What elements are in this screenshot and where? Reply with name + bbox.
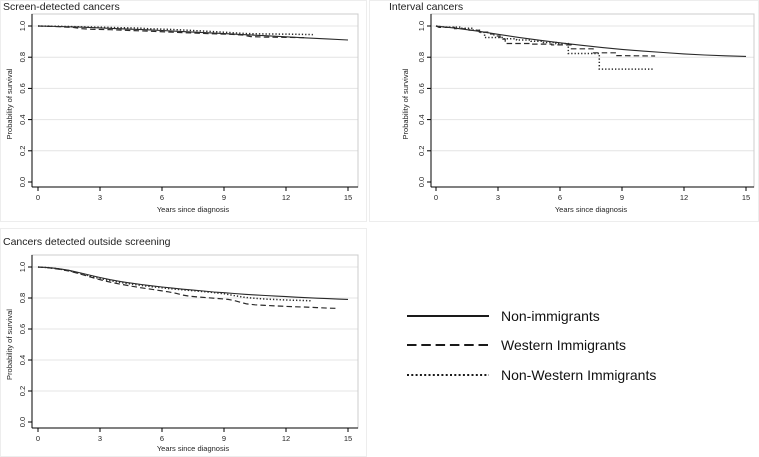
- x-axis-title: Years since diagnosis: [157, 205, 230, 214]
- legend-label: Non-Western Immigrants: [501, 366, 657, 383]
- x-tick-label: 9: [620, 193, 624, 202]
- legend: Non-immigrants Western Immigrants Non-We…: [406, 301, 656, 390]
- curve-western-immigrants: [37, 25, 307, 39]
- legend-item-non-western-immigrants: Non-Western Immigrants: [406, 360, 656, 390]
- x-axis-title: Years since diagnosis: [157, 444, 230, 453]
- legend-item-western-immigrants: Western Immigrants: [406, 331, 656, 361]
- y-tick-label: 0.0: [417, 177, 426, 187]
- x-tick-label: 3: [496, 193, 500, 202]
- y-tick-label: 0.2: [18, 146, 27, 156]
- x-tick-label: 15: [344, 193, 352, 202]
- y-axis-title: Probability of survival: [5, 309, 14, 380]
- y-axis-title: Probability of survival: [5, 68, 14, 139]
- legend-item-non-immigrants: Non-immigrants: [406, 301, 656, 331]
- x-tick-label: 3: [98, 193, 102, 202]
- curve-non-immigrants: [435, 25, 747, 57]
- y-tick-label: 0.8: [18, 52, 27, 62]
- x-tick-label: 6: [160, 434, 164, 443]
- x-tick-label: 12: [282, 193, 290, 202]
- x-tick-label: 9: [222, 434, 226, 443]
- y-tick-label: 0.6: [18, 83, 27, 93]
- y-tick-label: 0.0: [18, 417, 27, 427]
- y-tick-label: 0.4: [18, 355, 27, 365]
- legend-label: Western Immigrants: [501, 337, 626, 354]
- y-tick-label: 0.8: [417, 52, 426, 62]
- curve-non-immigrants: [37, 25, 349, 41]
- x-tick-label: 12: [680, 193, 688, 202]
- chart-title-outside-screening: Cancers detected outside screening: [3, 236, 171, 248]
- panel-interval-cancers: Interval cancers 0.0 0.2 0.4 0.6 0.8 1.0 0 3 6 9 1…: [369, 0, 759, 222]
- x-tick-label: 3: [98, 434, 102, 443]
- y-tick-label: 0.6: [417, 83, 426, 93]
- y-tick-label: 0.2: [417, 146, 426, 156]
- x-tick-label: 6: [160, 193, 164, 202]
- survival-chart-svg: 0.0 0.2 0.4 0.6 0.8 1.0 0 3 6 9 12 15 Probability of…: [5, 13, 359, 214]
- legend-label: Non-immigrants: [501, 307, 600, 324]
- x-tick-label: 12: [282, 434, 290, 443]
- legend-dashed-line-icon: [407, 344, 489, 347]
- y-tick-label: 0.6: [18, 324, 27, 334]
- panel-outside-screening: Cancers detected outside screening 0.0 0.…: [0, 228, 367, 457]
- survival-chart-svg: 0.0 0.2 0.4 0.6 0.8 1.0 0 3 6 9 12 15 Probability of…: [5, 254, 359, 453]
- legend-dotted-line-icon: [407, 373, 489, 376]
- x-tick-label: 6: [558, 193, 562, 202]
- survival-chart-svg: 0.0 0.2 0.4 0.6 0.8 1.0 0 3 6 9 12 15 Probability of…: [401, 13, 755, 214]
- x-tick-label: 0: [36, 434, 40, 443]
- plot-frame: [31, 13, 359, 188]
- x-axis-title: Years since diagnosis: [555, 205, 628, 214]
- x-tick-label: 15: [344, 434, 352, 443]
- y-axis-title: Probability of survival: [401, 68, 410, 139]
- curve-non-western-immigrants: [37, 25, 313, 36]
- plot-frame: [430, 13, 755, 188]
- legend-solid-line-icon: [407, 314, 489, 317]
- x-tick-label: 9: [222, 193, 226, 202]
- chart-title-interval: Interval cancers: [389, 1, 464, 13]
- y-tick-label: 0.4: [18, 114, 27, 124]
- y-tick-label: 0.0: [18, 177, 27, 187]
- y-tick-label: 0.2: [18, 386, 27, 396]
- plot-frame: [31, 254, 359, 429]
- curve-western-immigrants: [37, 266, 338, 309]
- x-tick-label: 15: [742, 193, 750, 202]
- panel-screen-detected-cancers: Screen-detected cancers 0.0 0.2 0.4 0.6 0.8 1…: [0, 0, 367, 222]
- curve-non-western-immigrants: [435, 25, 653, 70]
- x-tick-label: 0: [434, 193, 438, 202]
- chart-title-screen-detected: Screen-detected cancers: [3, 1, 120, 13]
- curve-western-immigrants: [435, 25, 656, 57]
- y-tick-label: 0.8: [18, 293, 27, 303]
- curve-non-immigrants: [37, 266, 349, 300]
- y-tick-label: 1.0: [18, 262, 27, 272]
- y-tick-label: 0.4: [417, 114, 426, 124]
- y-tick-label: 1.0: [417, 21, 426, 31]
- y-tick-label: 1.0: [18, 21, 27, 31]
- x-tick-label: 0: [36, 193, 40, 202]
